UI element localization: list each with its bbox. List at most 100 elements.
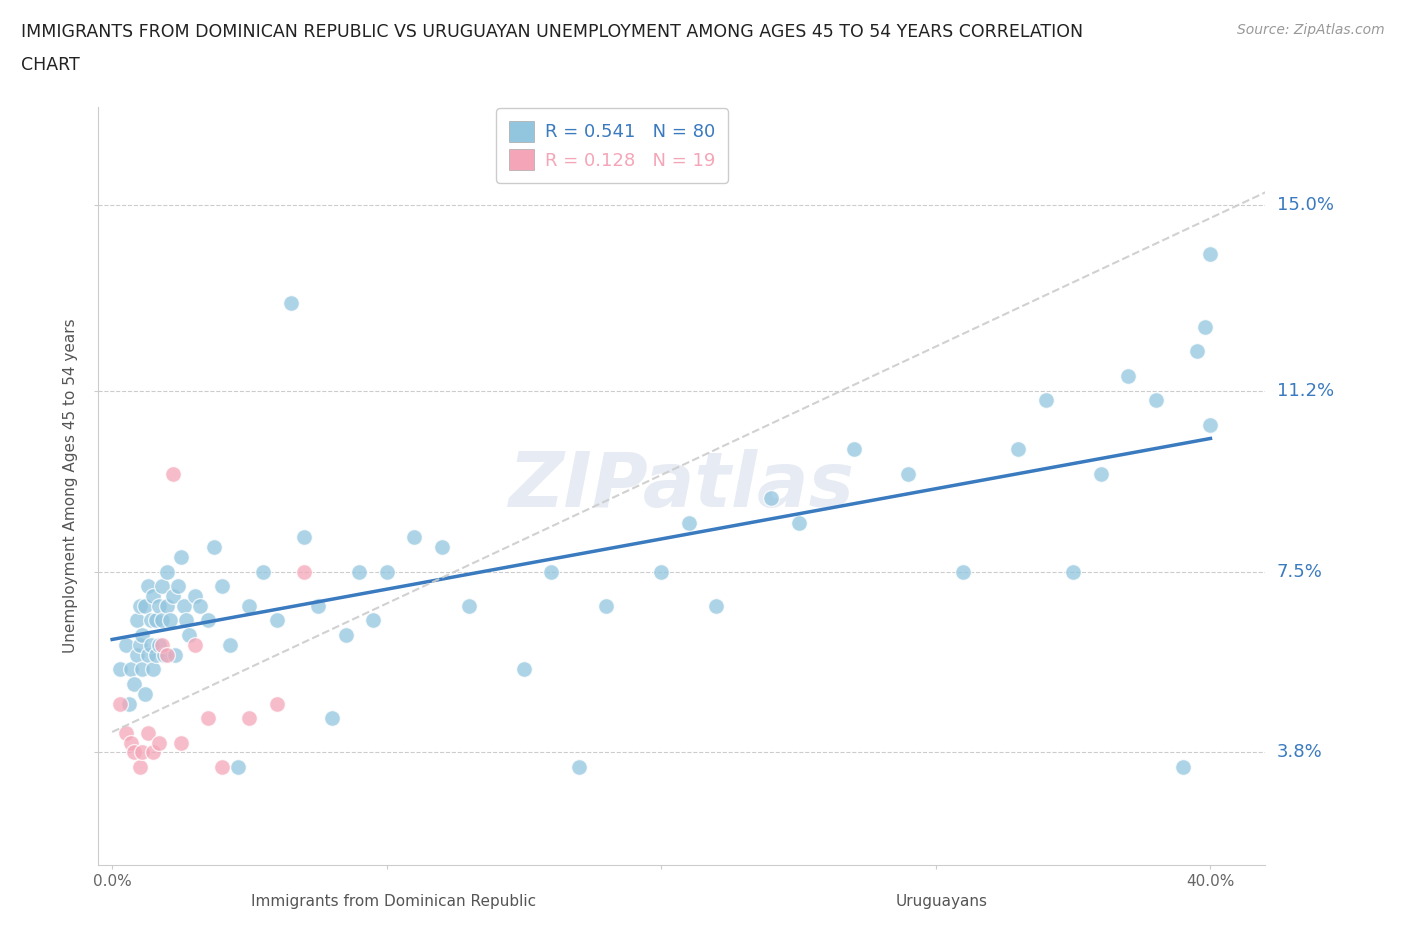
Point bbox=[131, 745, 153, 760]
Point bbox=[173, 598, 195, 613]
Point bbox=[159, 613, 181, 628]
Point bbox=[292, 565, 315, 579]
Text: IMMIGRANTS FROM DOMINICAN REPUBLIC VS URUGUAYAN UNEMPLOYMENT AMONG AGES 45 TO 54: IMMIGRANTS FROM DOMINICAN REPUBLIC VS UR… bbox=[21, 23, 1083, 41]
Point bbox=[134, 598, 156, 613]
Point bbox=[202, 539, 225, 554]
Point bbox=[136, 725, 159, 740]
Point bbox=[595, 598, 617, 613]
Point bbox=[458, 598, 481, 613]
Point bbox=[266, 696, 288, 711]
Point bbox=[211, 760, 233, 775]
Point bbox=[167, 578, 190, 593]
Point bbox=[238, 711, 260, 725]
Text: Immigrants from Dominican Republic: Immigrants from Dominican Republic bbox=[252, 894, 536, 909]
Point bbox=[349, 565, 371, 579]
Point bbox=[156, 647, 179, 662]
Point bbox=[1007, 442, 1029, 457]
Point bbox=[139, 613, 162, 628]
Point bbox=[128, 598, 150, 613]
Point bbox=[156, 598, 179, 613]
Point bbox=[150, 578, 173, 593]
Point bbox=[120, 736, 142, 751]
Point bbox=[1062, 565, 1084, 579]
Point bbox=[142, 589, 165, 604]
Point bbox=[110, 662, 132, 677]
Point bbox=[153, 647, 176, 662]
Point bbox=[430, 539, 453, 554]
Point bbox=[122, 676, 145, 691]
Point bbox=[162, 589, 184, 604]
Point bbox=[513, 662, 536, 677]
Point bbox=[145, 613, 167, 628]
Point bbox=[238, 598, 260, 613]
Point bbox=[156, 565, 179, 579]
Point bbox=[1144, 392, 1167, 407]
Point bbox=[292, 530, 315, 545]
Point bbox=[136, 647, 159, 662]
Point bbox=[361, 613, 384, 628]
Point bbox=[142, 745, 165, 760]
Point bbox=[952, 565, 974, 579]
Point bbox=[211, 578, 233, 593]
Point bbox=[540, 565, 562, 579]
Point bbox=[165, 647, 187, 662]
Point bbox=[219, 637, 242, 652]
Point bbox=[321, 711, 343, 725]
Point bbox=[375, 565, 398, 579]
Point bbox=[183, 589, 205, 604]
Point bbox=[128, 760, 150, 775]
Point bbox=[1185, 344, 1208, 359]
Text: 15.0%: 15.0% bbox=[1277, 195, 1333, 214]
Point bbox=[131, 662, 153, 677]
Point bbox=[897, 466, 920, 481]
Point bbox=[174, 613, 197, 628]
Point bbox=[787, 515, 810, 530]
Point bbox=[148, 598, 170, 613]
Legend: R = 0.541   N = 80, R = 0.128   N = 19: R = 0.541 N = 80, R = 0.128 N = 19 bbox=[496, 109, 728, 182]
Point bbox=[404, 530, 426, 545]
Point bbox=[335, 628, 357, 643]
Point bbox=[1116, 368, 1139, 383]
Text: 7.5%: 7.5% bbox=[1277, 563, 1323, 580]
Point bbox=[115, 637, 138, 652]
Point bbox=[650, 565, 672, 579]
Point bbox=[842, 442, 865, 457]
Point bbox=[125, 647, 148, 662]
Point bbox=[704, 598, 727, 613]
Point bbox=[139, 637, 162, 652]
Point bbox=[115, 725, 138, 740]
Point bbox=[125, 613, 148, 628]
Point bbox=[183, 637, 205, 652]
Point bbox=[148, 637, 170, 652]
Text: Source: ZipAtlas.com: Source: ZipAtlas.com bbox=[1237, 23, 1385, 37]
Point bbox=[1194, 320, 1216, 335]
Point bbox=[266, 613, 288, 628]
Point bbox=[228, 760, 250, 775]
Point bbox=[134, 686, 156, 701]
Point bbox=[759, 491, 782, 506]
Point bbox=[150, 613, 173, 628]
Point bbox=[307, 598, 329, 613]
Text: 3.8%: 3.8% bbox=[1277, 743, 1322, 762]
Point bbox=[1171, 760, 1194, 775]
Point bbox=[197, 711, 219, 725]
Point bbox=[162, 466, 184, 481]
Text: Uruguayans: Uruguayans bbox=[896, 894, 988, 909]
Text: 11.2%: 11.2% bbox=[1277, 381, 1334, 400]
Point bbox=[110, 696, 132, 711]
Point bbox=[120, 662, 142, 677]
Point bbox=[1199, 246, 1222, 261]
Point bbox=[128, 637, 150, 652]
Point bbox=[1035, 392, 1057, 407]
Point bbox=[177, 628, 200, 643]
Y-axis label: Unemployment Among Ages 45 to 54 years: Unemployment Among Ages 45 to 54 years bbox=[63, 319, 79, 653]
Point bbox=[170, 550, 193, 565]
Point bbox=[170, 736, 193, 751]
Point bbox=[568, 760, 591, 775]
Point bbox=[148, 736, 170, 751]
Point bbox=[142, 662, 165, 677]
Point bbox=[197, 613, 219, 628]
Point bbox=[150, 637, 173, 652]
Point bbox=[145, 647, 167, 662]
Text: ZIPatlas: ZIPatlas bbox=[509, 449, 855, 523]
